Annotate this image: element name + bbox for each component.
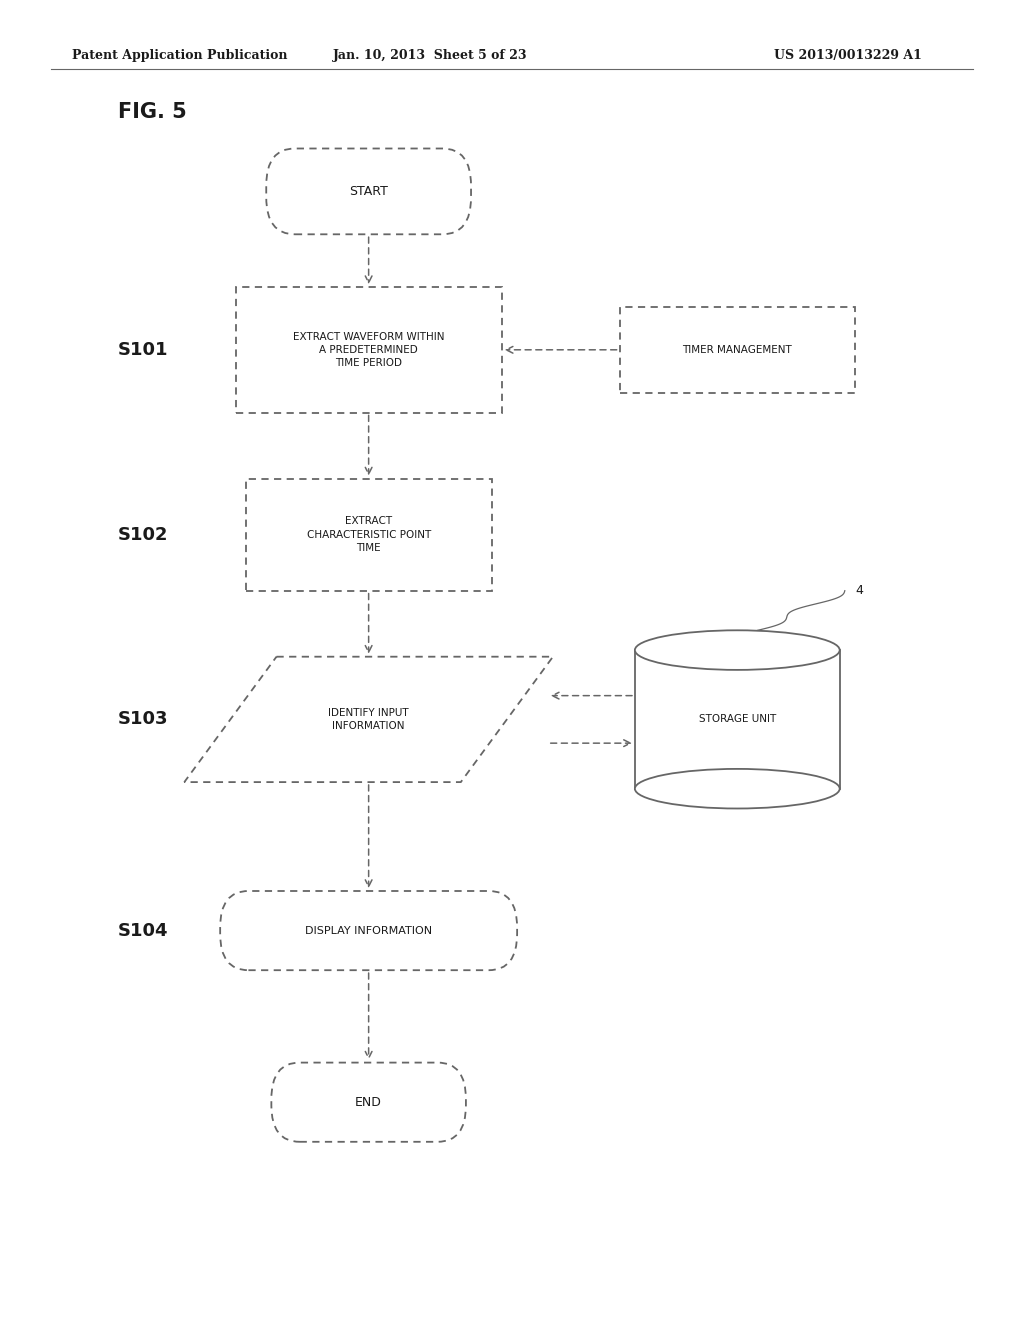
Bar: [236, 288, 502, 412]
Text: S102: S102: [118, 525, 168, 544]
Bar: [246, 479, 492, 591]
Ellipse shape: [635, 768, 840, 808]
Ellipse shape: [635, 630, 840, 669]
Text: Patent Application Publication: Patent Application Publication: [72, 49, 287, 62]
Bar: [620, 306, 855, 393]
Text: 4: 4: [855, 585, 863, 597]
Polygon shape: [184, 656, 553, 781]
FancyBboxPatch shape: [220, 891, 517, 970]
Text: STORAGE UNIT: STORAGE UNIT: [698, 714, 776, 725]
Text: DISPLAY INFORMATION: DISPLAY INFORMATION: [305, 925, 432, 936]
Text: S103: S103: [118, 710, 168, 729]
Text: S101: S101: [118, 341, 168, 359]
Text: US 2013/0013229 A1: US 2013/0013229 A1: [774, 49, 922, 62]
Text: Jan. 10, 2013  Sheet 5 of 23: Jan. 10, 2013 Sheet 5 of 23: [333, 49, 527, 62]
FancyBboxPatch shape: [271, 1063, 466, 1142]
Text: FIG. 5: FIG. 5: [118, 102, 186, 123]
Text: EXTRACT
CHARACTERISTIC POINT
TIME: EXTRACT CHARACTERISTIC POINT TIME: [306, 516, 431, 553]
Text: S104: S104: [118, 921, 168, 940]
Text: EXTRACT WAVEFORM WITHIN
A PREDETERMINED
TIME PERIOD: EXTRACT WAVEFORM WITHIN A PREDETERMINED …: [293, 331, 444, 368]
Text: END: END: [355, 1096, 382, 1109]
FancyBboxPatch shape: [266, 149, 471, 235]
Text: IDENTIFY INPUT
INFORMATION: IDENTIFY INPUT INFORMATION: [329, 708, 409, 731]
Text: START: START: [349, 185, 388, 198]
Bar: [635, 649, 840, 788]
Text: TIMER MANAGEMENT: TIMER MANAGEMENT: [682, 345, 793, 355]
